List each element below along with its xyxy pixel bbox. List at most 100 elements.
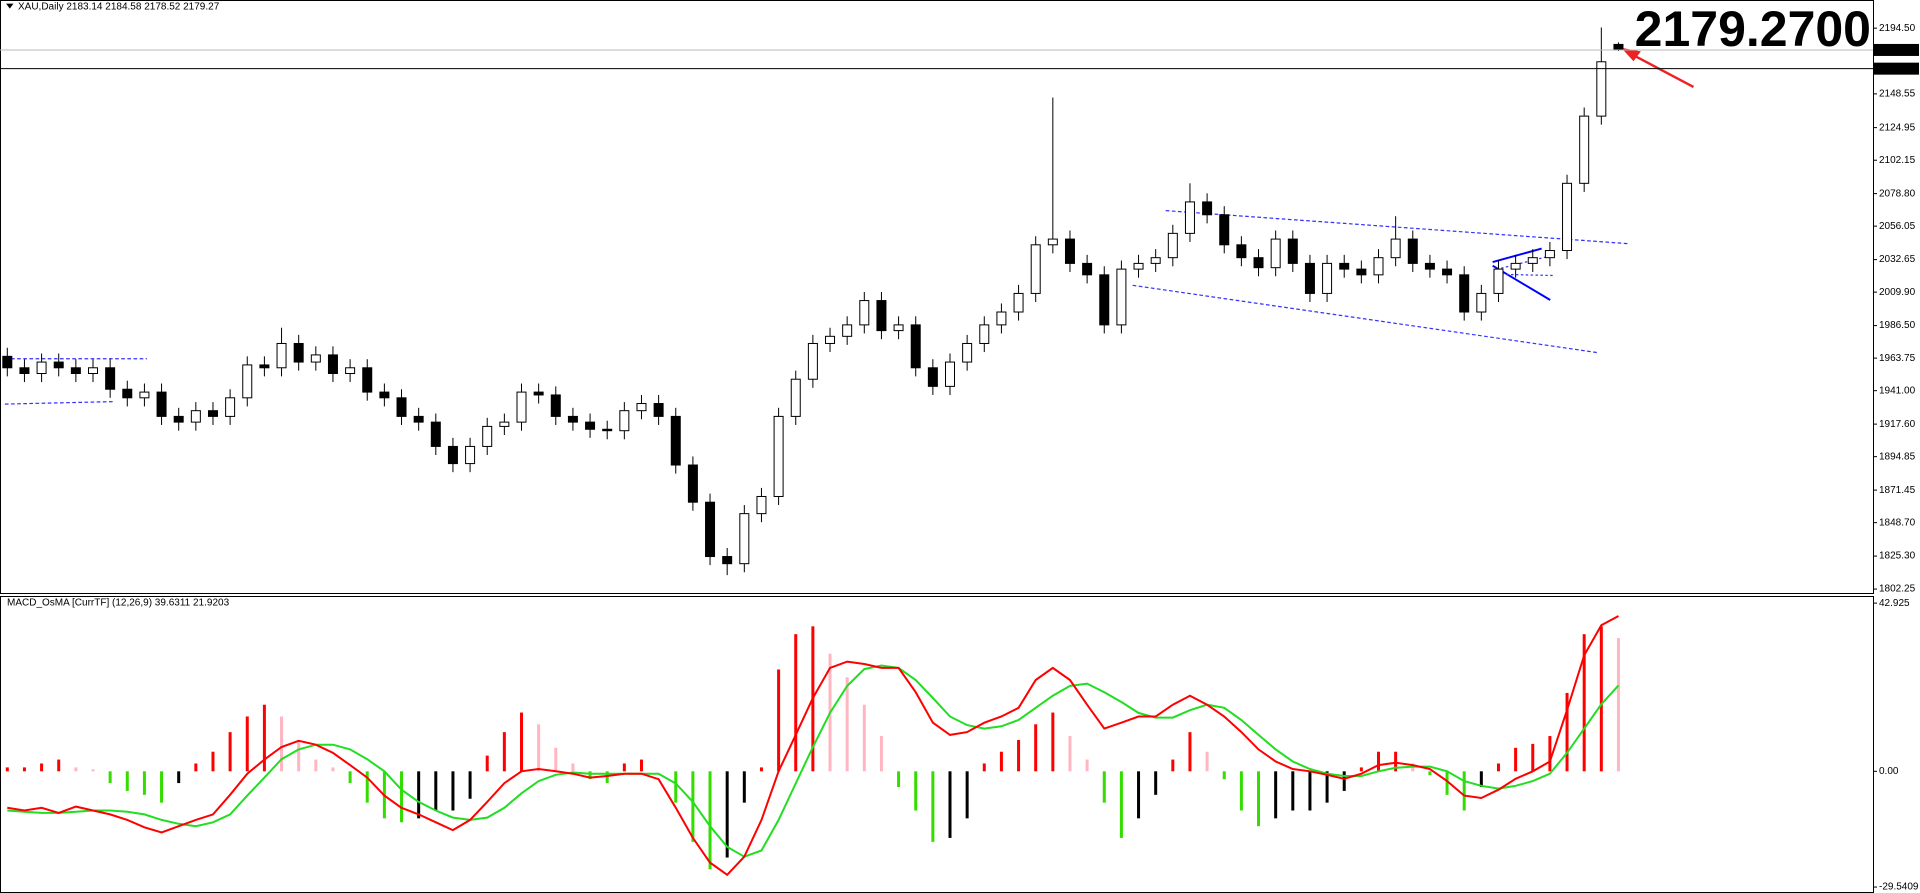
candle-body	[807, 342, 818, 380]
candle-body	[1116, 268, 1127, 326]
histogram-bar	[622, 763, 626, 772]
histogram-bar	[451, 771, 455, 811]
y-tick-label: 2102.15	[1879, 155, 1916, 166]
candle-body	[36, 361, 47, 375]
y-tick-label: 1894.85	[1879, 451, 1916, 462]
chart-info: XAU,Daily 2183.14 2184.58 2178.52 2179.2…	[18, 2, 220, 13]
histogram-bar	[1085, 759, 1089, 772]
candle-body	[1219, 214, 1230, 246]
candle-body	[105, 367, 116, 390]
candle-body	[1202, 201, 1213, 216]
histogram-bar	[1342, 771, 1346, 791]
candle-body	[1013, 292, 1024, 313]
histogram-bar	[331, 767, 335, 772]
histogram-bar	[537, 724, 541, 772]
histogram-bar	[194, 763, 198, 772]
y-tick-label: 2194.50	[1879, 23, 1916, 34]
candle-body	[413, 415, 424, 423]
candle-body	[379, 391, 390, 399]
price-label: 2179.2700	[1635, 1, 1871, 57]
candle-body	[1133, 262, 1144, 270]
candle-body	[430, 421, 441, 447]
histogram-bar	[605, 771, 609, 784]
triangle-line	[1492, 247, 1542, 263]
candle-body	[1150, 257, 1161, 264]
histogram-bar	[1274, 771, 1278, 819]
histogram-bar	[1222, 771, 1226, 780]
candle-body	[979, 324, 990, 344]
candle-body	[1236, 244, 1247, 259]
candle-body	[585, 421, 596, 430]
candle-body	[1596, 61, 1607, 117]
candle-body	[1099, 274, 1110, 326]
candle-body	[465, 445, 476, 465]
histogram-bar	[1051, 712, 1055, 772]
candle-body	[190, 410, 201, 423]
y-tick-label: -29.5409	[1879, 882, 1919, 893]
candle-body	[345, 367, 356, 375]
candle-body	[1527, 257, 1538, 264]
candle-body	[893, 324, 904, 332]
histogram-bar	[554, 747, 558, 772]
candle-body	[1544, 250, 1555, 259]
candle-body	[362, 367, 373, 393]
candle-body	[1184, 201, 1195, 234]
histogram-bar	[1548, 736, 1552, 772]
y-tick-label: 1825.30	[1879, 551, 1916, 562]
histogram-bar	[725, 771, 729, 858]
histogram-bar	[434, 771, 438, 811]
candle-body	[825, 335, 836, 344]
histogram-bar	[1239, 771, 1243, 811]
histogram-bar	[1445, 771, 1449, 795]
histogram-bar	[1171, 759, 1175, 772]
candle-body	[1373, 257, 1384, 276]
price-marker	[1874, 62, 1919, 75]
candle-body	[516, 391, 527, 423]
candle-body	[996, 311, 1007, 326]
candle-body	[619, 410, 630, 432]
histogram-bar	[280, 716, 284, 772]
histogram-bar	[211, 751, 215, 772]
histogram-bar	[1119, 771, 1123, 838]
candle-body	[962, 342, 973, 363]
price-marker	[1874, 43, 1919, 56]
histogram-bar	[400, 771, 404, 823]
histogram-bar	[914, 771, 918, 811]
histogram-bar	[228, 732, 232, 772]
histogram-bar	[1017, 739, 1021, 772]
y-tick-label: 2148.55	[1879, 89, 1916, 100]
histogram-bar	[965, 771, 969, 819]
candle-body	[207, 410, 218, 417]
histogram-bar	[1154, 771, 1158, 795]
histogram-bar	[571, 763, 575, 772]
candle-body	[842, 324, 853, 337]
candle-body	[499, 421, 510, 427]
candle-body	[945, 361, 955, 387]
candle-body	[447, 445, 458, 465]
candle-body	[1167, 232, 1178, 259]
histogram-bar	[1428, 771, 1432, 776]
candle-body	[122, 388, 133, 399]
candle-body	[327, 354, 338, 375]
histogram-bar	[862, 704, 866, 772]
candle-body	[1304, 262, 1315, 294]
candle-body	[242, 364, 253, 399]
histogram-bar	[142, 771, 146, 795]
indicator-title: MACD_OsMA [CurrTF] (12,26,9) 39.6311 21.…	[7, 598, 230, 609]
candle-body	[756, 495, 767, 515]
y-tick-label: 2032.65	[1879, 254, 1916, 265]
candle-body	[1579, 115, 1590, 184]
histogram-bar	[1359, 767, 1363, 772]
candle-body	[773, 415, 784, 497]
candle-body	[910, 324, 921, 369]
candle-body	[705, 501, 716, 558]
candle-body	[1442, 268, 1453, 276]
y-tick-label: 0.00	[1879, 766, 1899, 777]
macd-line	[7, 615, 1619, 877]
histogram-bar	[1257, 771, 1261, 827]
histogram-bar	[365, 771, 369, 803]
histogram-bar	[1188, 732, 1192, 772]
